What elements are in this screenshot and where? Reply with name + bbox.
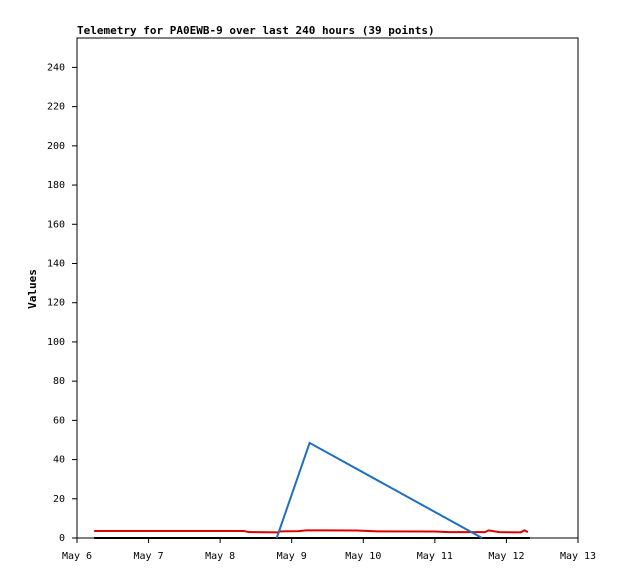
y-tick-label: 20 (53, 494, 65, 505)
plot-frame (76, 37, 579, 539)
x-tick-label: May 10 (345, 551, 381, 562)
y-axis-label: Values (26, 269, 39, 309)
y-tick-label: 120 (47, 298, 65, 309)
x-tick-label: May 11 (417, 551, 453, 562)
y-tick-label: 240 (47, 62, 65, 73)
series-line (275, 441, 483, 539)
y-tick-label: 0 (59, 533, 65, 544)
y-tick-label: 180 (47, 180, 65, 191)
y-tick-label: 100 (47, 337, 65, 348)
y-tick-label: 80 (53, 376, 65, 387)
x-tick-label: May 9 (277, 551, 307, 562)
y-tick-label: 60 (53, 415, 65, 426)
series-line (94, 529, 529, 534)
y-tick-label: 160 (47, 219, 65, 230)
chart-title: Telemetry for PA0EWB-9 over last 240 hou… (77, 24, 435, 37)
x-tick-label: May 13 (560, 551, 596, 562)
x-tick-label: May 12 (488, 551, 524, 562)
x-tick-label: May 7 (134, 551, 164, 562)
y-tick-label: 200 (47, 141, 65, 152)
y-tick-label: 140 (47, 258, 65, 269)
y-tick-label: 40 (53, 455, 65, 466)
x-tick-label: May 6 (62, 551, 92, 562)
x-tick-label: May 8 (205, 551, 235, 562)
y-tick-label: 220 (47, 102, 65, 113)
